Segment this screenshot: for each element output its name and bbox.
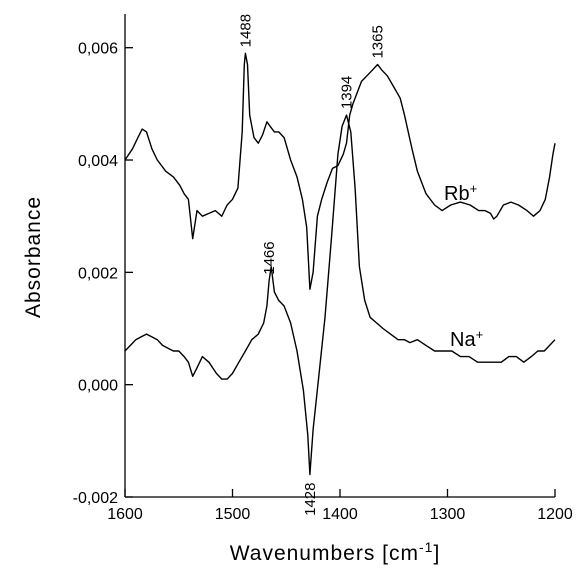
x-axis-label-main: Wavenumbers [cm xyxy=(230,542,419,565)
series-label-na-name: Na xyxy=(450,329,476,351)
y-ticks: -0,002 0,000 0,002 0,004 0,006 xyxy=(73,41,133,507)
x-tick-label: 1500 xyxy=(215,506,251,523)
series-group xyxy=(124,52,556,476)
y-tick-label: 0,002 xyxy=(78,265,118,282)
series-label-rb-sup: + xyxy=(470,181,478,196)
x-ticks: 1600 1500 1400 1300 1200 xyxy=(107,489,573,523)
y-tick-label: 0,000 xyxy=(78,378,118,395)
series-line-na xyxy=(124,114,556,476)
y-axis-label: Absorbance xyxy=(22,196,45,318)
x-axis-label: Wavenumbers [cm-1] xyxy=(230,539,441,565)
x-tick-label: 1300 xyxy=(430,506,466,523)
annotations-group: 1488 1394 1365 1466 1428 xyxy=(237,14,386,516)
x-axis-label-end: ] xyxy=(433,542,440,565)
y-tick-label: -0,002 xyxy=(73,490,118,507)
series-label-na: Na+ xyxy=(450,327,483,352)
peak-label: 1365 xyxy=(370,25,387,58)
peak-label: 1394 xyxy=(338,76,355,109)
y-tick-label: 0,004 xyxy=(78,153,118,170)
series-line-rb xyxy=(124,52,556,290)
series-label-rb: Rb+ xyxy=(444,181,477,206)
peak-label: 1428 xyxy=(302,483,319,516)
peak-label: 1488 xyxy=(237,14,254,47)
x-tick-label: 1200 xyxy=(537,506,573,523)
y-tick-label: 0,006 xyxy=(78,41,118,58)
x-tick-label: 1600 xyxy=(107,506,143,523)
series-label-na-sup: + xyxy=(476,327,484,342)
x-tick-label: 1400 xyxy=(322,506,358,523)
peak-label: 1466 xyxy=(261,241,278,274)
series-label-rb-name: Rb xyxy=(444,183,470,205)
x-axis-label-sup: -1 xyxy=(419,539,433,555)
